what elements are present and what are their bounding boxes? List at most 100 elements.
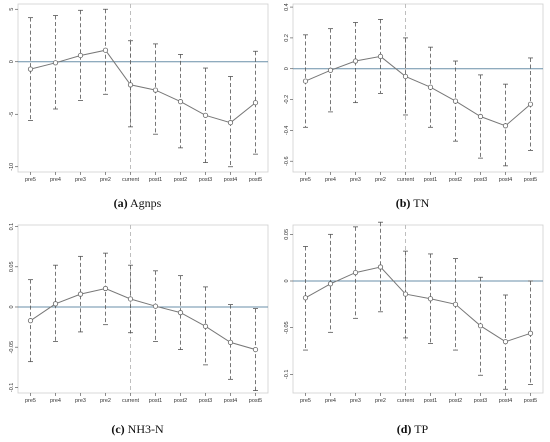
data-point xyxy=(502,123,509,129)
x-tick-label: post1 xyxy=(149,398,162,404)
data-point xyxy=(127,296,134,302)
data-point xyxy=(27,318,34,324)
x-tick-label: post4 xyxy=(224,177,237,183)
chart-panel-tn: 0.4 0.2 0 -0.2 -0.4 -0.6 pre5 pre4 pre3 pre2 curre… xyxy=(284,3,544,183)
x-tick-label: current xyxy=(122,177,140,183)
x-tick-label: pre2 xyxy=(100,177,111,183)
data-point xyxy=(377,53,384,60)
y-tick-label: 0.1 xyxy=(9,223,15,231)
data-point xyxy=(227,339,234,345)
chart-panel-nh3n: 0.1 0.05 0 -0.05 -0.1 pre5 pre4 pre3 pre2 current… xyxy=(9,223,269,404)
data-point xyxy=(402,291,409,297)
data-point xyxy=(477,323,484,329)
x-tick-label: post2 xyxy=(174,398,187,404)
data-point xyxy=(327,67,334,73)
x-tick-label: pre5 xyxy=(25,177,36,183)
series-line xyxy=(30,49,256,124)
y-tick-label: 0 xyxy=(284,67,290,70)
caption-d-letter: (d) xyxy=(396,422,412,436)
data-point xyxy=(202,323,209,329)
x-tick-label: post5 xyxy=(249,177,262,183)
data-point xyxy=(202,112,209,118)
y-tick-label: 0.05 xyxy=(284,229,290,240)
caption-d: (d) TP xyxy=(275,422,550,437)
y-tick-label: 5 xyxy=(9,8,15,11)
y-tick-label: -0.2 xyxy=(284,95,290,104)
data-point xyxy=(102,285,109,292)
x-tick-label: post4 xyxy=(499,177,512,183)
caption-c-letter: (c) xyxy=(111,422,125,436)
x-tick-label: pre4 xyxy=(50,177,61,183)
data-point xyxy=(52,301,59,307)
data-point xyxy=(377,264,384,270)
series-line xyxy=(30,287,256,351)
plot-frame xyxy=(17,224,269,394)
x-tick-label: pre2 xyxy=(100,398,111,404)
data-point xyxy=(252,346,259,353)
x-tick-label: pre4 xyxy=(50,398,61,404)
data-point xyxy=(502,339,509,345)
data-point xyxy=(152,303,159,309)
data-point xyxy=(427,84,434,90)
x-tick-label: post3 xyxy=(199,177,212,183)
caption-a-text: Agnps xyxy=(130,196,162,210)
x-tick-label: current xyxy=(397,177,415,183)
y-tick-label: 0.2 xyxy=(284,34,290,42)
x-tick-label: pre3 xyxy=(75,398,86,404)
x-tick-label: post2 xyxy=(449,177,462,183)
data-point xyxy=(52,60,59,66)
caption-b-text: TN xyxy=(413,196,430,210)
series-line xyxy=(305,266,531,343)
x-tick-label: pre5 xyxy=(25,398,36,404)
x-tick-label: post5 xyxy=(524,398,537,404)
y-tick-label: -0.1 xyxy=(9,383,15,392)
x-tick-label: pre5 xyxy=(300,177,311,183)
caption-b: (b) TN xyxy=(275,196,550,211)
data-point xyxy=(402,73,409,80)
y-tick-label: -0.05 xyxy=(284,321,290,334)
data-point xyxy=(302,295,309,301)
x-tick-label: post1 xyxy=(149,177,162,183)
data-point xyxy=(177,310,184,316)
y-tick-label: -0.05 xyxy=(9,341,15,354)
x-tick-label: post5 xyxy=(524,177,537,183)
data-point xyxy=(77,291,84,297)
x-tick-label: post2 xyxy=(174,177,187,183)
data-point xyxy=(177,99,184,105)
caption-b-letter: (b) xyxy=(395,196,411,210)
data-point xyxy=(427,296,434,302)
data-point xyxy=(252,100,259,106)
x-tick-label: pre4 xyxy=(325,177,336,183)
x-tick-label: current xyxy=(122,398,140,404)
chart-panel-tp: 0.05 0 -0.05 -0.1 pre5 pre4 pre3 pre2 current pos… xyxy=(284,221,544,404)
data-point xyxy=(27,66,34,72)
y-tick-label: 0 xyxy=(9,305,15,308)
y-tick-label: -0.1 xyxy=(284,370,290,379)
x-tick-label: pre4 xyxy=(325,398,336,404)
x-tick-label: pre3 xyxy=(350,177,361,183)
x-tick-label: pre5 xyxy=(300,398,311,404)
y-tick-label: 0.05 xyxy=(9,261,15,272)
series-line xyxy=(305,55,531,127)
y-tick-label: -0.6 xyxy=(284,156,290,165)
y-tick-label: 0 xyxy=(9,60,15,63)
y-tick-label: 0 xyxy=(284,279,290,282)
y-tick-label: -0.4 xyxy=(284,126,290,135)
data-point xyxy=(152,87,159,93)
y-tick-label: -5 xyxy=(9,112,15,117)
data-point xyxy=(477,113,484,120)
data-point xyxy=(227,120,234,126)
x-tick-label: post1 xyxy=(424,398,437,404)
x-tick-label: post4 xyxy=(224,398,237,404)
y-tick-label: 0.4 xyxy=(284,3,290,11)
data-point xyxy=(127,82,134,88)
x-tick-label: pre2 xyxy=(375,177,386,183)
data-point xyxy=(102,47,109,53)
x-tick-label: post1 xyxy=(424,177,437,183)
data-point xyxy=(352,58,359,64)
x-tick-label: pre3 xyxy=(350,398,361,404)
y-tick-label: -10 xyxy=(9,163,15,171)
data-point xyxy=(452,98,459,104)
data-point xyxy=(327,281,334,287)
